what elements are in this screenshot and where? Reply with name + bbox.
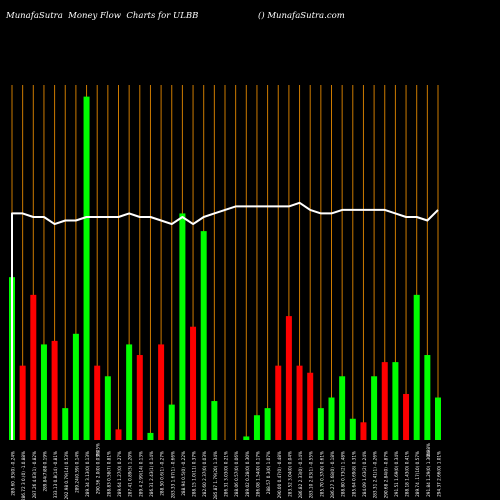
x-tick-label: 290.56 2.0(0) 0.03% — [96, 451, 101, 494]
x-axis-labels: 289.60 .93(0) -0.24% 286.72 3 0.(0) -1.0.… — [11, 443, 442, 500]
x-tick-label: 286.82 2.33(0) -0.14% — [298, 451, 303, 498]
x-tick-label: 285.87 1.79(20) 1.34% — [213, 451, 218, 500]
money-flow-bar — [253, 415, 260, 440]
chart-title: MunafaSutra Money Flow Charts for ULBB — [6, 11, 199, 21]
x-tick-label: 292.98 0.79(14) 0.53% — [64, 451, 69, 500]
x-tick-label: 288.80 0.73(2) 1.48% — [341, 451, 346, 497]
money-flow-bar — [19, 365, 26, 440]
x-tick-label: 290.68 2.84(0) -0.87% — [383, 451, 388, 498]
x-tick-sublabel: 0.05% — [96, 443, 101, 456]
money-flow-bar — [285, 316, 292, 440]
x-tick-label: 285.64 0.69(8) 0.31% — [351, 451, 356, 497]
money-flow-bar — [339, 376, 346, 440]
money-flow-bar — [158, 344, 165, 440]
x-tick-label: 289.34 3.13(0) 0.13% — [85, 451, 90, 497]
x-tick-label: 287.41 0.89(3) 1.20% — [128, 451, 133, 497]
money-flow-bar — [179, 213, 186, 440]
money-flow-bar — [317, 408, 324, 440]
x-tick-label: 289.4 2.99(14) 0.13% — [138, 451, 143, 497]
money-flow-bar — [51, 340, 58, 440]
x-tick-label: 291.84 1.29(0) 1.30% — [426, 451, 431, 497]
x-tick-label: 288.57 0.3(0) 1.07% — [266, 451, 271, 494]
money-flow-bar — [104, 376, 111, 440]
money-flow-bar — [424, 355, 431, 440]
money-flow-bar — [403, 393, 410, 440]
x-tick-label: 291.51 1.69(0) 0.34% — [394, 451, 399, 497]
x-tick-label: 289.84(7)80 0.19% — [42, 451, 47, 492]
x-tick-label: 283.52 3.04(0) 0.04% — [287, 451, 292, 497]
x-tick-label: 290.00 0.47(0) -0.48% — [277, 451, 282, 498]
price-line-group — [11, 201, 439, 440]
money-flow-bar — [72, 333, 79, 440]
x-tick-label: 289.02 0.28(0) 0.30% — [245, 451, 250, 497]
x-tick-label: 282.60 2.37(0) 0.03% — [202, 451, 207, 497]
money-flow-bar — [211, 401, 218, 440]
x-tick-label: 333.13 0.8(14) -0.81% — [53, 451, 58, 498]
x-tick-label: 285.70 0.37(0) 0.61% — [319, 451, 324, 497]
x-tick-sublabel: 0.98% — [426, 443, 431, 456]
x-tick-label: 289.64 1.27(0) 0.27% — [117, 451, 122, 497]
x-tick-label: 286.08 1.54(0) 0.17% — [255, 451, 260, 497]
money-flow-bar — [243, 436, 250, 440]
money-flow-bar — [360, 422, 367, 440]
money-flow-bar — [264, 408, 271, 440]
money-flow-bar — [275, 365, 282, 440]
money-flow-bar — [296, 365, 303, 440]
money-flow-bar — [413, 294, 420, 440]
money-flow-bar — [94, 365, 101, 440]
money-flow-bar — [115, 429, 122, 440]
money-flow-bar — [307, 372, 314, 440]
site-credit: () MunafaSutra.com — [258, 11, 345, 21]
x-tick-label: 289.74 .17(10) 0.57% — [415, 451, 420, 497]
money-flow-bar — [349, 418, 356, 440]
x-tick-label: 289.24(0.59) 0.14% — [74, 451, 79, 493]
x-tick-label: 289.60 .93(0) -0.24% — [11, 451, 16, 496]
money-flow-bar — [147, 432, 154, 440]
money-flow-bar — [392, 362, 399, 440]
x-tick-label: 284.09 1.63(2) 0.24% — [362, 451, 367, 497]
x-tick-label: 286.72 3 0.(0) -1.0.88% — [21, 451, 26, 500]
money-flow-bar — [30, 294, 37, 440]
money-flow-bar — [83, 96, 90, 441]
x-tick-label: 286.31 3.03(0) 0.21% — [224, 451, 229, 497]
x-tick-label: 288.18 1.43(0) 0.41% — [405, 451, 410, 497]
money-flow-bar — [136, 355, 143, 440]
money-flow-bar — [40, 344, 47, 440]
money-flow-bar — [126, 344, 133, 440]
money-flow-bar — [190, 326, 197, 440]
x-tick-label: 288.50 0.6(1) -0.27% — [160, 451, 165, 496]
money-flow-bar — [62, 408, 69, 440]
x-tick-label: 286.31 2.43(1) 0.14% — [149, 451, 154, 497]
money-flow-bar — [328, 397, 335, 440]
x-tick-label: 287.26 4.03(1) -0.82% — [32, 451, 37, 498]
x-tick-label: 286.27 1.68(0) -0.18% — [330, 451, 335, 498]
x-tick-label: 288.15 1.0(11) 0.37% — [192, 451, 197, 497]
money-flow-bar — [381, 362, 388, 440]
money-flow-bar — [371, 376, 378, 440]
x-tick-label: 283.33 1.67(1) -0.66% — [170, 451, 175, 498]
money-flow-bar — [435, 397, 441, 440]
x-tick-label: 283.10 2.03(1) -0.55% — [309, 451, 314, 498]
bars — [9, 96, 441, 441]
x-tick-label: 288.94 0.5(0) -0.22% — [181, 451, 186, 496]
x-tick-label: 288.83 0.58(7) 0.81% — [106, 451, 111, 497]
money-flow-bar — [200, 231, 207, 440]
x-tick-label: 288.06 0.57(0) 0.06% — [234, 451, 239, 497]
money-flow-bar — [168, 404, 175, 440]
x-tick-label: 294.37 2.66(0) 1.01% — [437, 451, 442, 497]
x-tick-label: 283.31 2.41(1) -0.26% — [373, 451, 378, 498]
price-line — [11, 201, 439, 440]
